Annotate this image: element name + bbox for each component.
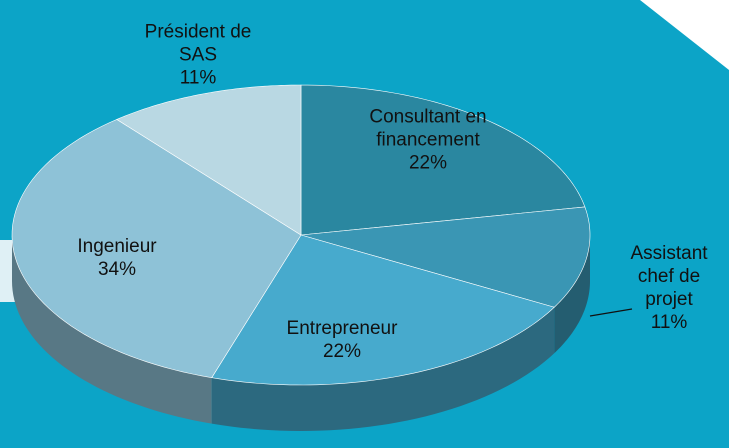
category-name: Président de SAS [144, 21, 252, 66]
value-label: 11% [650, 312, 688, 333]
slice-label: Consultant en financement 22% [353, 106, 503, 175]
slice [211, 234, 555, 386]
slice [300, 84, 586, 236]
slice-label: Entrepreneur 22% [277, 317, 407, 363]
pie-tops [11, 84, 591, 386]
slice [11, 119, 302, 378]
slice-side [554, 235, 590, 354]
leader-line [589, 308, 633, 317]
corner-decoration [640, 0, 729, 70]
pie-sides [12, 235, 590, 431]
slice [116, 84, 302, 236]
value-label: 34% [97, 259, 137, 280]
category-name: Consultant en financement [369, 106, 487, 151]
slice-side [12, 235, 212, 424]
slice-side [211, 307, 555, 431]
slice [300, 206, 591, 308]
category-name: Assistant chef de projet [630, 243, 708, 310]
category-name: Ingenieur [77, 236, 157, 257]
slice-label: Ingenieur 34% [62, 235, 172, 281]
value-label: 11% [179, 67, 217, 89]
slice-label: Assistant chef de projet 11% [614, 242, 724, 334]
value-label: 22% [322, 341, 362, 362]
category-name: Entrepreneur [286, 318, 398, 339]
slice-label: Président de SAS 11% [143, 21, 253, 90]
value-label: 22% [408, 152, 448, 174]
